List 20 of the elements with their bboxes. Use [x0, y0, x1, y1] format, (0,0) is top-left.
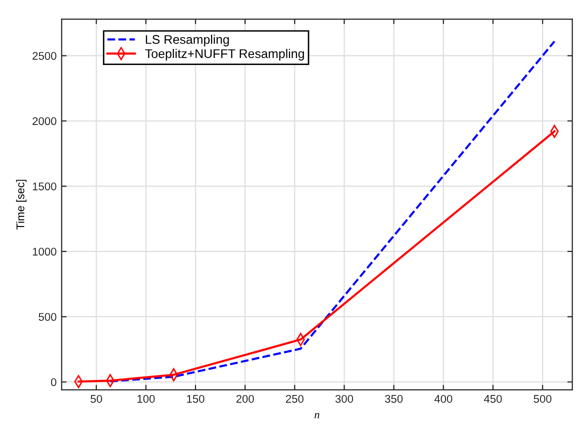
x-tick-label: 350	[384, 394, 403, 403]
y-tick-label: 1500	[32, 182, 56, 190]
y-axis-title: Time [sec]	[16, 180, 27, 230]
x-tick-label: 100	[138, 394, 155, 403]
x-tick-label: 400	[434, 394, 452, 403]
y-tick-label: 2000	[32, 117, 56, 126]
y-tick-label: 1000	[32, 248, 56, 256]
x-tick-label: 150	[187, 394, 204, 403]
x-tick-label: 200	[236, 394, 254, 403]
y-tick-label: 2500	[32, 52, 56, 60]
x-tick-label: 50	[90, 394, 102, 403]
x-tick-label: 450	[484, 394, 502, 403]
x-tick-label: 500	[534, 394, 552, 403]
x-tick-label: 250	[286, 394, 304, 403]
x-axis-title: n	[314, 413, 320, 418]
x-tick-label: 300	[335, 394, 354, 403]
legend-label: Toeplitz+NUFFT Resampling	[145, 48, 304, 61]
y-tick-label: 0	[51, 378, 56, 386]
y-tick-label: 500	[38, 312, 56, 321]
legend-label: LS Resampling	[146, 34, 229, 46]
